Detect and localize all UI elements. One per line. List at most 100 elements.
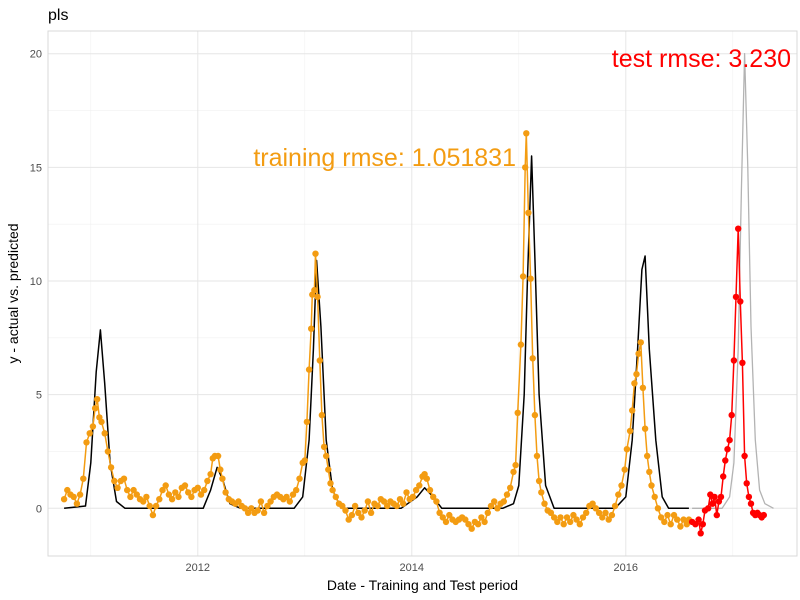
train-pred-point (680, 516, 687, 523)
train-pred-point (241, 505, 249, 512)
x-tick-label: 2014 (400, 562, 424, 574)
train-pred-point (533, 452, 541, 460)
train-pred-point (293, 486, 300, 494)
train-pred-point (124, 486, 131, 494)
train-pred-point (342, 507, 349, 514)
train-pred-point (264, 502, 271, 510)
train-pred-point (478, 514, 485, 521)
train-pred-point (267, 498, 274, 505)
train-pred-point (289, 491, 297, 498)
test-pred-point (739, 359, 746, 366)
train-pred-point (670, 511, 678, 519)
test-pred-point (717, 493, 725, 501)
test-pred-point (699, 521, 706, 528)
train-pred-point (412, 486, 420, 494)
train-pred-point (80, 475, 87, 482)
train-pred-point (576, 521, 583, 528)
train-pred-point (76, 491, 84, 498)
train-pred-point (181, 482, 189, 489)
train-pred-point (484, 509, 491, 516)
train-pred-point (599, 514, 606, 521)
x-axis-title: Date - Training and Test period (327, 577, 518, 593)
train-pred-point (579, 514, 587, 521)
train-pred-point (507, 484, 514, 491)
train-pred-point (550, 514, 558, 521)
train-pred-point (512, 461, 519, 469)
test-pred-point (730, 357, 738, 364)
train-pred-point (623, 446, 631, 453)
train-pred-point (197, 491, 205, 498)
train-pred-point (446, 511, 453, 519)
train-pred-point (146, 502, 153, 510)
train-pred-point (73, 500, 81, 507)
train-pred-point (367, 509, 375, 516)
train-pred-point (500, 498, 507, 505)
train-pred-point (91, 405, 99, 412)
test-pred-point (697, 530, 704, 537)
train-pred-point (111, 477, 118, 485)
train-pred-point (120, 475, 128, 482)
train-pred-point (560, 521, 567, 528)
train-pred-point (487, 502, 495, 510)
train-pred-point (339, 502, 346, 510)
train-pred-point (323, 452, 330, 460)
training-rmse-annotation: training rmse: 1.051831 (253, 144, 516, 172)
test-pred-point (713, 511, 720, 519)
train-pred-point (207, 471, 214, 478)
train-pred-point (316, 357, 323, 364)
train-pred-point (308, 325, 315, 332)
train-pred-point (222, 489, 229, 496)
train-pred-point (621, 466, 628, 473)
train-pred-point (283, 493, 290, 501)
train-pred-point (661, 518, 668, 526)
train-pred-point (201, 486, 208, 494)
train-pred-point (654, 505, 662, 512)
test-pred-point (743, 480, 750, 487)
x-tick-label: 2012 (186, 562, 210, 574)
train-pred-point (296, 475, 303, 482)
train-pred-point (527, 275, 534, 282)
chart-title: pls (48, 7, 68, 24)
test-pred-point (745, 493, 753, 501)
axes: 0 5 10 15 20 2012 2014 2016 (30, 49, 638, 574)
train-pred-point (462, 516, 469, 523)
test-pred-point (709, 500, 716, 507)
train-pred-point (185, 489, 192, 496)
test-pred-point (741, 452, 748, 460)
train-pred-point (248, 505, 255, 512)
train-pred-point (94, 396, 101, 403)
train-pred-point (592, 505, 599, 512)
train-pred-point (563, 514, 571, 521)
test-pred-point (728, 411, 735, 419)
train-pred-point (644, 452, 651, 460)
train-pred-point (156, 496, 163, 503)
train-pred-point (374, 502, 381, 510)
train-pred-point (641, 425, 649, 432)
train-pred-point (468, 525, 475, 532)
train-pred-point (525, 209, 532, 216)
y-tick-label: 20 (30, 49, 42, 61)
test-pred-point (724, 446, 731, 453)
grid (48, 31, 797, 556)
train-pred-point (217, 466, 224, 473)
train-pred-point (602, 509, 609, 516)
test-pred-point (732, 293, 740, 301)
train-pred-point (409, 493, 417, 501)
train-pred-point (312, 250, 319, 257)
train-pred-point (423, 475, 430, 482)
y-tick-label: 15 (30, 162, 42, 174)
train-pred-point (474, 521, 482, 528)
train-pred-point (168, 496, 176, 503)
series-layer (60, 53, 774, 537)
train-pred-point (481, 518, 488, 526)
train-pred-point (86, 430, 93, 437)
train-pred-point (430, 493, 437, 501)
train-pred-point (503, 491, 511, 498)
train-pred-point (635, 350, 642, 357)
test-pred-point (720, 473, 727, 480)
train-pred-point (345, 516, 352, 523)
train-pred-point (416, 482, 423, 489)
train-pred-point (104, 448, 112, 455)
train-pred-point (70, 493, 77, 501)
train-pred-point (204, 477, 211, 485)
